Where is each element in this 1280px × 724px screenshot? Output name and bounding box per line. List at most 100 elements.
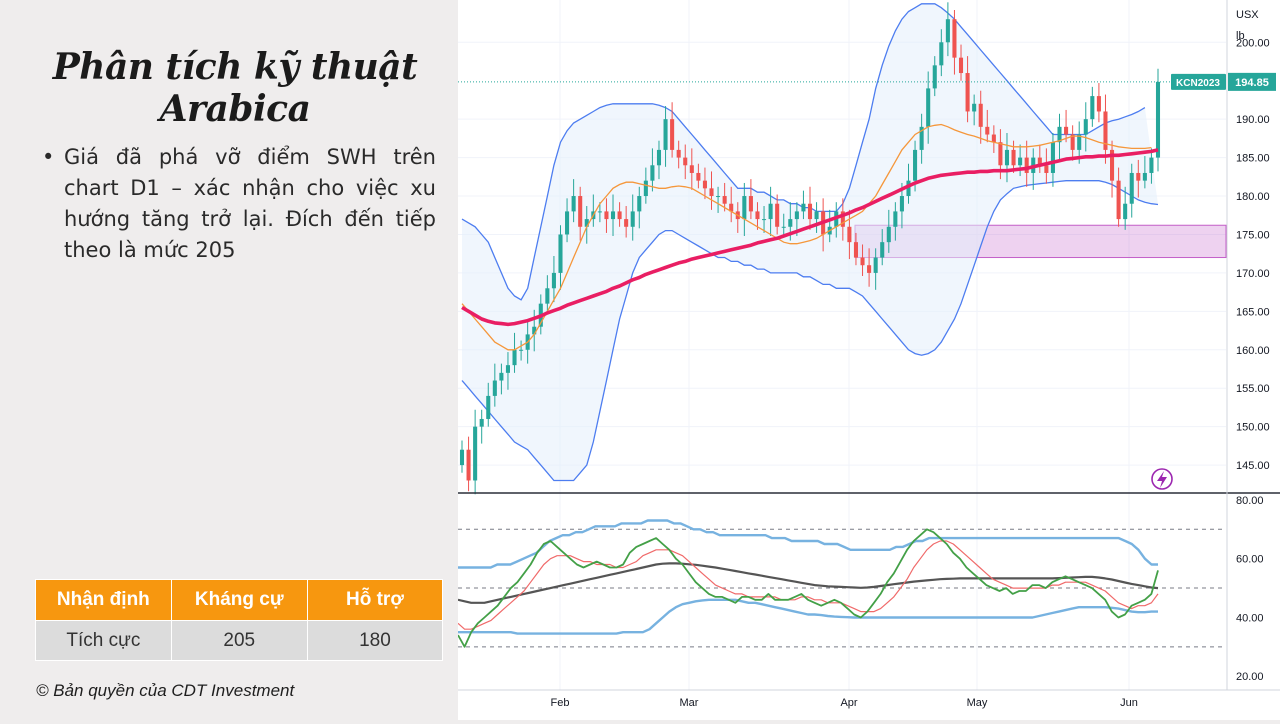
candle [801,190,806,220]
candle [1011,140,1016,173]
last-price-tag: 194.85 [1228,72,1276,91]
price-tick-label: 145.00 [1236,460,1270,472]
rsi-tick-label: 20.00 [1236,671,1264,683]
bullet-dot-icon: • [42,145,55,169]
rsi-rsi-smoothed-line [457,540,1159,630]
candle [519,340,524,361]
candle [617,202,622,227]
candle [1155,68,1161,172]
candle [958,44,964,81]
price-axis: 145.00 150.00 155.00 160.00 165.00 170.00 175.… [458,0,1280,691]
rsi-rsi-average-line [457,562,1159,604]
candle [558,225,563,290]
chart-area[interactable]: 20.00 40.00 60.00 80.00 145.00 150.00 155.00 1… [457,0,1280,720]
candle [873,248,878,290]
price-tick-label: 170.00 [1236,268,1270,280]
candle [630,194,635,241]
candle [683,144,688,180]
cell-resistance: 205 [170,620,308,661]
candle [584,206,589,244]
candle [1096,83,1101,123]
page-title: Phân tích kỹ thuật Arabica [30,46,440,130]
rsi-tick-label: 80.00 [1236,495,1264,507]
price-tick-label: 200.00 [1236,37,1270,49]
time-axis: Feb Mar Apr May Jun [551,697,1138,709]
time-tick-label: Jun [1120,697,1138,709]
candle [650,148,655,192]
analysis-bullet: • Giá đã phá vỡ điểm SWH trên chart D1 –… [42,142,436,266]
candle [906,163,911,204]
candle [1037,144,1042,173]
candle [919,113,924,164]
candle [978,90,983,144]
candle [466,436,471,492]
candle [814,202,819,233]
candle [663,106,668,167]
candle [926,71,931,144]
analysis-panel: Phân tích kỹ thuật Arabica • Giá đã phá … [0,0,458,720]
candle [893,202,898,241]
candle [716,186,721,213]
candle [696,163,701,189]
unit-label: lb [1236,30,1245,42]
price-tick-label: 175.00 [1236,229,1270,241]
candle [742,182,747,237]
summary-table-header: Nhận định Kháng cự Hỗ trợ [35,579,444,621]
svg-text:194.85: 194.85 [1235,77,1269,89]
candle [1090,86,1095,127]
rsi-tick-label: 60.00 [1236,554,1264,566]
candle [499,363,504,395]
candle [1110,140,1115,198]
candle [880,229,885,266]
candle [709,171,714,210]
candle [486,382,491,427]
cell-support: 180 [306,620,444,661]
candle [459,440,465,473]
moving-averages [461,123,1159,351]
candle [1136,159,1141,198]
candle [1044,148,1049,184]
candle [473,409,478,495]
candle [610,194,616,237]
candle [1064,109,1069,143]
price-tick-label: 180.00 [1236,191,1270,203]
price-tick-label: 150.00 [1236,422,1270,434]
candle [985,109,990,143]
candle [702,167,707,200]
price-tick-label: 165.00 [1236,306,1270,318]
cell-assessment: Tích cực [35,620,172,661]
flash-icon[interactable] [1151,468,1173,490]
price-tick-label: 185.00 [1236,153,1270,165]
bullet-text: Giá đã phá vỡ điểm SWH trên chart D1 – x… [64,145,436,262]
candle [512,332,517,373]
candle [840,198,845,241]
candle [775,194,780,235]
candle [1083,102,1088,152]
candle [676,140,681,169]
candle [965,56,970,123]
candle [578,186,583,241]
candle [1142,156,1147,189]
price-chart[interactable]: 20.00 40.00 60.00 80.00 145.00 150.00 155.00 1… [457,0,1280,720]
candle [807,186,813,230]
candle [505,352,510,390]
candle [689,148,694,190]
rsi-tick-label: 40.00 [1236,612,1264,624]
candle [768,186,773,237]
header-support: Hỗ trợ [306,579,444,621]
candle [545,275,550,315]
table-row: Tích cực 205 180 [35,620,444,661]
candle [722,182,727,212]
title-line-1: Phân tích kỹ thuật [52,46,418,88]
candle [991,125,996,153]
candle [972,94,977,126]
summary-table: Nhận định Kháng cự Hỗ trợ Tích cực 205 1… [35,579,444,661]
candle [1070,125,1075,161]
copyright-text: © Bản quyền của CDT Investment [36,681,295,700]
price-tick-label: 155.00 [1236,383,1270,395]
candle [1004,132,1010,183]
candle [729,186,734,223]
candle [1123,186,1128,230]
unit-label: USX [1236,9,1259,21]
ma-short-line [461,123,1152,351]
